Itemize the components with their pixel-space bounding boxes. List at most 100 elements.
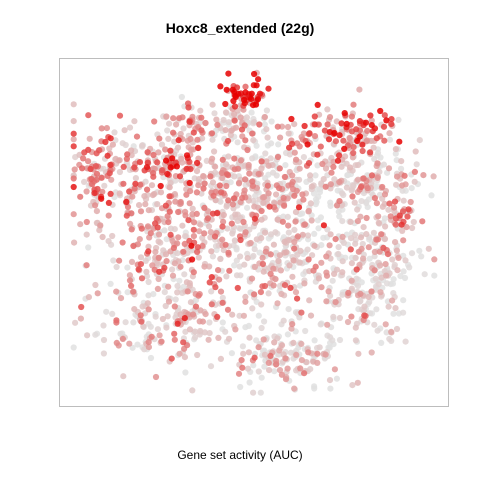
data-point (174, 282, 181, 290)
data-point (378, 339, 385, 346)
data-point (314, 101, 321, 108)
data-point (155, 254, 162, 261)
data-point (248, 109, 255, 116)
data-point (305, 256, 312, 263)
data-point (198, 127, 205, 134)
data-point (77, 193, 84, 200)
data-point (163, 236, 170, 243)
data-point (251, 203, 258, 210)
data-point (285, 306, 292, 313)
data-point (258, 324, 265, 332)
data-point (190, 233, 197, 240)
data-point (231, 103, 239, 110)
data-point (100, 336, 108, 344)
data-point (231, 88, 238, 95)
data-point (171, 336, 178, 343)
data-point (133, 133, 141, 140)
data-point (371, 267, 378, 274)
data-point (352, 240, 359, 247)
data-point (249, 178, 256, 185)
data-point (428, 192, 435, 199)
data-point (89, 181, 96, 188)
data-point (162, 146, 169, 153)
data-point (119, 335, 126, 342)
data-point (154, 224, 161, 231)
data-point (183, 152, 191, 159)
data-point (127, 220, 134, 227)
chart-title: Hoxc8_extended (22g) (165, 20, 315, 36)
data-point (181, 271, 188, 278)
data-point (336, 132, 343, 139)
data-point (92, 281, 99, 289)
data-point (162, 251, 170, 258)
data-point (336, 178, 343, 186)
data-point (77, 221, 84, 228)
data-point (359, 147, 366, 155)
data-point (144, 300, 151, 307)
data-point (128, 226, 135, 233)
data-point (175, 137, 182, 144)
data-point (280, 194, 287, 202)
data-point (70, 101, 77, 108)
data-point (317, 214, 324, 221)
data-point (70, 211, 77, 218)
data-point (282, 355, 289, 362)
data-point (202, 311, 209, 318)
data-point (108, 176, 115, 183)
data-point (362, 119, 370, 126)
data-point (304, 246, 311, 253)
data-point (339, 291, 346, 298)
data-point (197, 307, 204, 314)
data-point (386, 200, 393, 207)
data-point (348, 313, 355, 320)
data-point (161, 227, 168, 234)
data-point (367, 149, 374, 156)
data-point (138, 225, 145, 232)
data-point (274, 153, 282, 161)
data-point (278, 342, 286, 349)
data-point (206, 263, 213, 270)
data-point (274, 216, 281, 223)
data-point (364, 185, 371, 192)
data-point (382, 261, 389, 268)
data-point (384, 251, 392, 258)
data-point (169, 272, 177, 279)
data-point (288, 325, 295, 332)
data-point (360, 175, 367, 182)
data-point (126, 124, 134, 131)
data-point (266, 367, 273, 374)
data-point (145, 306, 152, 313)
data-point (255, 344, 262, 351)
data-point (326, 114, 334, 121)
data-point (237, 157, 245, 164)
data-point (233, 124, 240, 131)
data-point (387, 213, 394, 220)
data-point (262, 150, 269, 157)
data-point (154, 326, 161, 333)
data-point (276, 252, 283, 259)
data-point (194, 351, 201, 359)
data-point (405, 206, 412, 213)
data-point (400, 197, 407, 204)
data-point (164, 313, 171, 320)
data-point (109, 232, 116, 240)
data-point (178, 155, 185, 162)
data-point (139, 303, 146, 310)
data-point (398, 221, 405, 228)
data-point (396, 212, 403, 219)
data-point (150, 291, 157, 298)
data-point (85, 146, 92, 153)
data-point (386, 335, 393, 342)
data-point (183, 165, 190, 172)
data-point (119, 239, 126, 246)
data-point (159, 315, 166, 323)
data-point (292, 209, 300, 216)
data-point (389, 256, 396, 263)
data-point (251, 246, 258, 253)
data-point (169, 155, 176, 162)
data-point (163, 258, 170, 265)
data-point (187, 135, 194, 143)
data-point (388, 121, 395, 128)
data-point (374, 174, 381, 181)
data-point (86, 135, 93, 142)
